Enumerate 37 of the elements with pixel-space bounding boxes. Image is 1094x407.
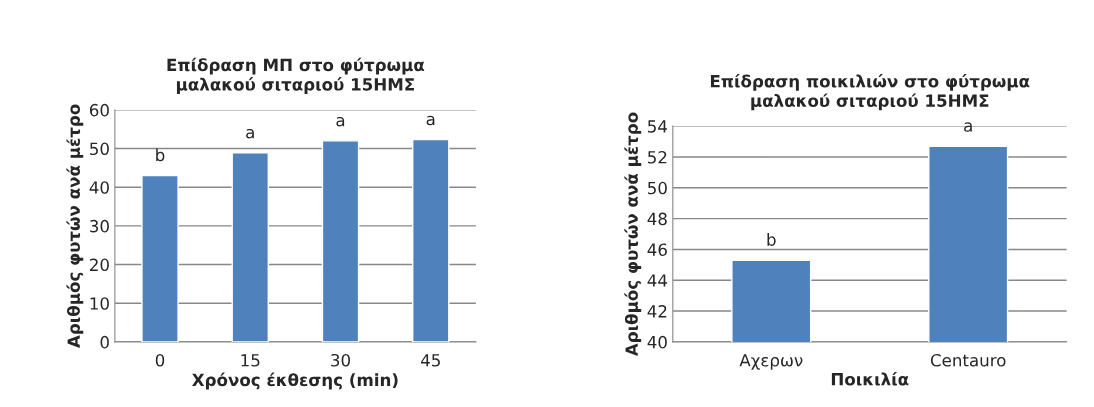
y-axis-title: Αριθμός φυτών ανά μέτρο [624,112,642,357]
y-tick-label: 50 [648,181,667,195]
chart-title: Επίδραση ποικιλιών στο φύτρωμα μαλακού σιταριού 15ΗΜΣ [710,73,1030,111]
x-tick-label: Αχερων [739,354,803,370]
x-tick-label: 45 [420,354,440,367]
bar [321,140,360,342]
y-tick-label: 30 [90,219,109,233]
y-tick-label: 10 [90,297,109,310]
annotation: b [156,148,165,162]
x-tick-label: Centauro [930,353,1006,367]
annotation: a [964,122,972,132]
y-tick-label: 20 [90,258,109,272]
y-tick-label: 50 [90,142,109,156]
x-axis-title: Χρόνος έκθεσης (min) [192,372,398,390]
x-tick-label: 30 [331,353,350,367]
bar [231,152,269,342]
chart-title: Επίδραση ΜΠ στο φύτρωμα μαλακού σιταριού 15ΗΜΣ [167,57,425,94]
x-tick-label: 0 [155,353,165,367]
y-axis-title: Αριθμός φυτών ανά μέτρο [66,104,84,348]
x-axis-title: Ποικιλία [831,371,909,386]
y-tick-label: 60 [89,103,109,117]
annotation: b [767,232,776,246]
y-tick-label: 46 [647,243,667,256]
annotation: a [336,116,345,127]
y-tick-label: 52 [648,150,667,164]
bar [412,138,450,342]
y-tick-label: 40 [89,181,109,194]
annotation: a [426,115,435,126]
y-tick-label: 54 [648,120,668,133]
y-tick-label: 42 [647,305,667,318]
bar [141,174,179,342]
y-tick-label: 40 [647,335,667,349]
annotation: a [246,128,254,139]
x-tick-label: 15 [241,354,260,367]
y-tick-label: 48 [647,212,667,226]
y-tick-label: 0 [100,335,109,349]
y-tick-label: 44 [647,274,668,287]
